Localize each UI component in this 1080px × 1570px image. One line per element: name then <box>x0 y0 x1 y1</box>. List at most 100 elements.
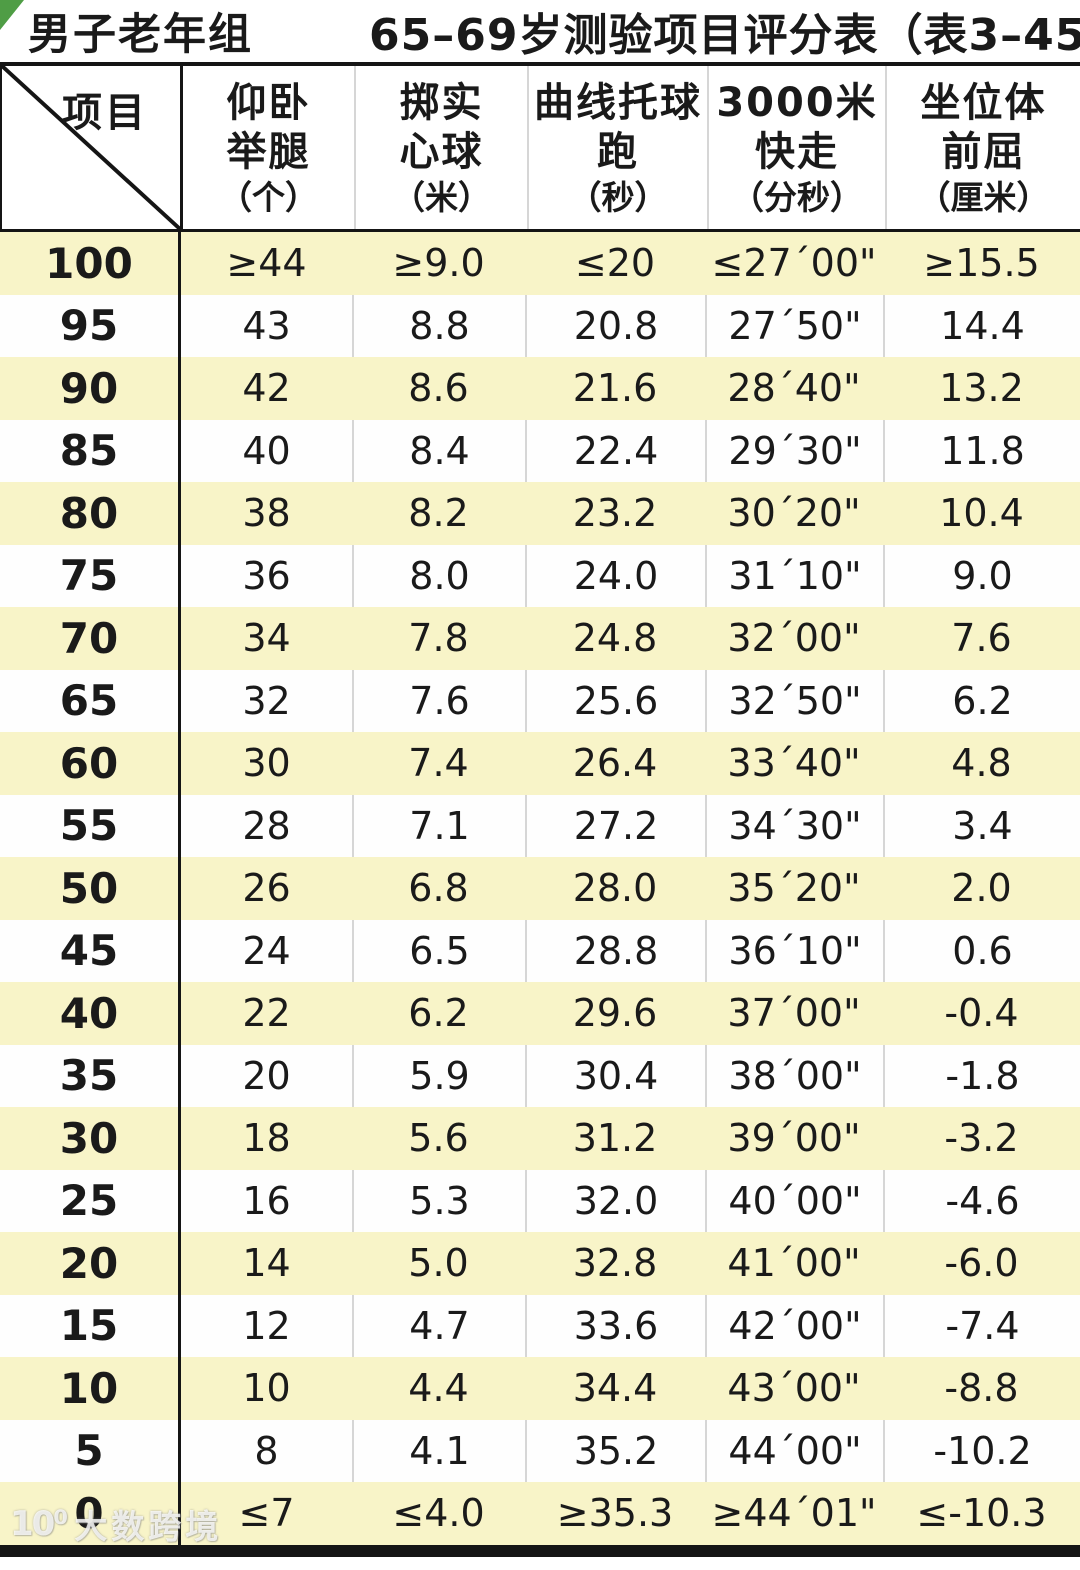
value-cell: 5.6 <box>408 1116 469 1161</box>
value-cell: 5.0 <box>408 1241 469 1286</box>
table-row: 60 30 7.4 26.4 33´40" 4.8 <box>0 732 1080 795</box>
header-line-2: 心球 <box>399 129 484 176</box>
table-row: 30 18 5.6 31.2 39´00" -3.2 <box>0 1107 1080 1170</box>
value-cell: 10 <box>178 1357 352 1420</box>
group-title: 男子老年组 <box>28 10 253 60</box>
value-cell: 14.4 <box>883 294 1080 357</box>
value-cell: 44´00" <box>705 1419 883 1482</box>
score-cell: 95 <box>59 301 119 351</box>
value-cell: 24.8 <box>572 616 658 661</box>
header-line-1: 曲线托球 <box>534 80 702 127</box>
value-cell: -3.2 <box>944 1116 1019 1161</box>
value-cell: 6.8 <box>408 866 469 911</box>
score-cell: 70 <box>59 613 119 663</box>
table-header: 项目 仰卧 举腿 （个） 掷实 心球 （米） 曲线托球 跑 （秒） 3000米 … <box>0 66 1080 232</box>
table-row: 0 ≤7 ≤4.0 ≥35.3 ≥44´01" ≤-10.3 <box>0 1482 1080 1545</box>
value-cell: -1.8 <box>883 1044 1080 1107</box>
value-cell: 33´40" <box>727 741 861 786</box>
header-line-1: 掷实 <box>399 80 484 127</box>
value-cell: 31´10" <box>705 544 883 607</box>
header-cell-curve-ball-carry-run: 曲线托球 跑 （秒） <box>527 66 707 229</box>
value-cell: 37´00" <box>727 991 861 1036</box>
value-cell: 9.0 <box>883 544 1080 607</box>
value-cell: 29´30" <box>705 419 883 482</box>
header-line-2: 前屈 <box>941 129 1026 176</box>
value-cell: 27´50" <box>705 294 883 357</box>
table-row: 20 14 5.0 32.8 41´00" -6.0 <box>0 1232 1080 1295</box>
value-cell: 7.8 <box>408 616 469 661</box>
page-corner-wedge <box>0 0 24 30</box>
value-cell: 4.8 <box>951 741 1012 786</box>
score-cell: 80 <box>59 488 119 538</box>
table-row: 85 40 8.4 22.4 29´30" 11.8 <box>0 419 1080 482</box>
value-cell: 24.0 <box>525 544 705 607</box>
value-cell: 35.2 <box>525 1419 705 1482</box>
value-cell: 2.0 <box>951 866 1012 911</box>
value-cell: ≥44´01" <box>711 1491 877 1536</box>
header-line-1: 仰卧 <box>226 80 311 127</box>
value-cell: 32´00" <box>727 616 861 661</box>
value-cell: 41´00" <box>727 1241 861 1286</box>
scoring-table: 项目 仰卧 举腿 （个） 掷实 心球 （米） 曲线托球 跑 （秒） 3000米 … <box>0 62 1080 1557</box>
table-row: 90 42 8.6 21.6 28´40" 13.2 <box>0 357 1080 420</box>
value-cell: 38´00" <box>705 1044 883 1107</box>
value-cell: 33.6 <box>525 1294 705 1357</box>
header-unit: （分秒） <box>731 177 863 217</box>
corner-label: 项目 <box>62 90 148 136</box>
header-cell-medicine-ball-throw: 掷实 心球 （米） <box>354 66 527 229</box>
value-cell: 28 <box>178 794 352 857</box>
table-row: 100 ≥44 ≥9.0 ≤20 ≤27´00" ≥15.5 <box>0 232 1080 295</box>
table-bottom-border <box>0 1544 1080 1557</box>
value-cell: 31.2 <box>572 1116 658 1161</box>
score-cell: 40 <box>59 988 119 1038</box>
value-cell: 34 <box>178 607 352 670</box>
table-row: 65 32 7.6 25.6 32´50" 6.2 <box>0 669 1080 732</box>
table-row: 15 12 4.7 33.6 42´00" -7.4 <box>0 1294 1080 1357</box>
table-row: 95 43 8.8 20.8 27´50" 14.4 <box>0 294 1080 357</box>
score-cell: 60 <box>59 738 119 788</box>
value-cell: 22 <box>178 982 352 1045</box>
value-cell: 6.5 <box>352 919 525 982</box>
score-cell: 100 <box>45 238 133 288</box>
table-row: 55 28 7.1 27.2 34´30" 3.4 <box>0 794 1080 857</box>
score-cell: 5 <box>74 1426 104 1476</box>
table-row: 10 10 4.4 34.4 43´00" -8.8 <box>0 1357 1080 1420</box>
score-cell: 55 <box>59 801 119 851</box>
value-cell: 32´50" <box>705 669 883 732</box>
value-cell: 28.8 <box>525 919 705 982</box>
value-cell: 16 <box>178 1169 352 1232</box>
value-cell: 32.0 <box>525 1169 705 1232</box>
value-cell: 5.9 <box>352 1044 525 1107</box>
value-cell: 8.4 <box>352 419 525 482</box>
header-unit: （米） <box>392 177 491 217</box>
value-cell: 35´20" <box>727 866 861 911</box>
value-cell: ≥15.5 <box>923 241 1040 286</box>
value-cell: 26 <box>178 857 352 920</box>
diagonal-divider <box>2 66 180 229</box>
table-row: 50 26 6.8 28.0 35´20" 2.0 <box>0 857 1080 920</box>
score-cell: 90 <box>59 363 119 413</box>
value-cell: -4.6 <box>883 1169 1080 1232</box>
value-cell: 4.1 <box>352 1419 525 1482</box>
value-cell: 8 <box>178 1419 352 1482</box>
value-cell: 20.8 <box>525 294 705 357</box>
value-cell: 23.2 <box>572 491 658 536</box>
value-cell: 8.8 <box>352 294 525 357</box>
value-cell: 6.2 <box>408 991 469 1036</box>
score-cell: 30 <box>59 1113 119 1163</box>
value-cell: 8.0 <box>352 544 525 607</box>
value-cell: 24 <box>178 919 352 982</box>
table-row: 35 20 5.9 30.4 38´00" -1.8 <box>0 1044 1080 1107</box>
value-cell: 22.4 <box>525 419 705 482</box>
value-cell: -6.0 <box>944 1241 1019 1286</box>
score-cell: 75 <box>59 551 119 601</box>
title-bar: 男子老年组 65–69岁测验项目评分表（表3–45） <box>0 0 1080 62</box>
value-cell: 39´00" <box>727 1116 861 1161</box>
header-cell-sit-and-reach: 坐位体 前屈 （厘米） <box>885 66 1080 229</box>
table-row: 75 36 8.0 24.0 31´10" 9.0 <box>0 544 1080 607</box>
value-cell: 5.3 <box>352 1169 525 1232</box>
score-cell: 10 <box>59 1363 119 1413</box>
value-cell: 4.7 <box>352 1294 525 1357</box>
score-cell: 0 <box>74 1488 104 1538</box>
table-row: 80 38 8.2 23.2 30´20" 10.4 <box>0 482 1080 545</box>
